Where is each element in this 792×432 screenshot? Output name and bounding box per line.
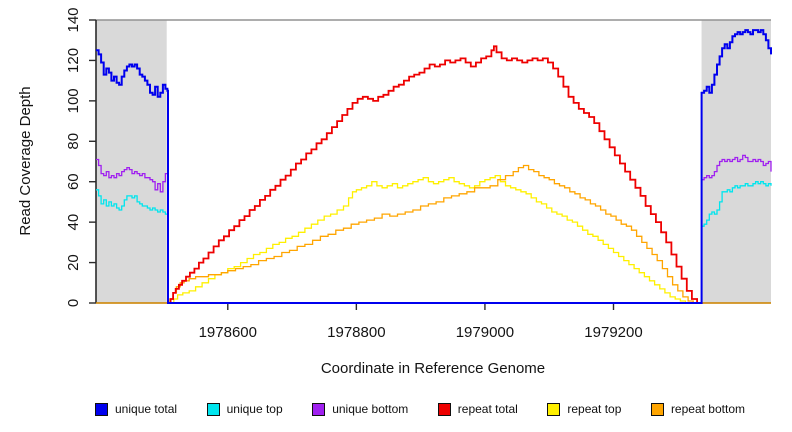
- legend-swatch-icon: [547, 402, 561, 416]
- coverage-chart-svg: 0 20 40 60 80 100 120 140 1978600 1978800 1979000 1…: [17, 7, 772, 377]
- y-axis-title: Read Coverage Depth: [17, 86, 34, 235]
- y-tick-label: 140: [65, 7, 82, 32]
- legend-item-repeat-total: repeat total: [437, 402, 518, 416]
- y-tick-label: 60: [65, 173, 82, 190]
- y-tick-label: 80: [65, 133, 82, 150]
- legend-swatch-icon: [650, 402, 664, 416]
- legend-label: unique top: [226, 402, 283, 416]
- legend-swatch-icon: [95, 402, 108, 416]
- x-tick-label: 1979000: [456, 324, 514, 341]
- legend-swatch-icon: [206, 402, 220, 416]
- legend-item-unique-total: unique total: [95, 402, 177, 416]
- legend-item-repeat-top: repeat top: [547, 402, 621, 416]
- x-axis-title: Coordinate in Reference Genome: [321, 360, 545, 377]
- masked-region: [96, 20, 167, 303]
- series-line-repeat-bottom: [96, 164, 771, 304]
- series-line-repeat-top: [169, 174, 687, 304]
- series-line-unique-bottom: [96, 154, 772, 304]
- legend-label: unique bottom: [332, 402, 409, 416]
- series-line-repeat-total: [168, 45, 698, 304]
- y-tick-label: 20: [65, 254, 82, 271]
- legend-item-repeat-bottom: repeat bottom: [650, 402, 745, 416]
- legend-swatch-icon: [312, 402, 326, 416]
- y-tick-label: 40: [65, 214, 82, 231]
- y-tick-label: 0: [65, 299, 82, 307]
- series-line-unique-total: [96, 29, 772, 304]
- x-tick-label: 1979200: [584, 324, 642, 341]
- legend-label: unique total: [115, 402, 178, 416]
- legend-label: repeat total: [457, 402, 518, 416]
- legend-item-unique-bottom: unique bottom: [312, 402, 408, 416]
- x-tick-label: 1978800: [327, 324, 385, 341]
- y-tick-label: 100: [65, 88, 82, 113]
- chart-legend: unique total unique top unique bottom repea…: [95, 399, 745, 419]
- y-tick-label: 120: [65, 48, 82, 73]
- axes-layer: 0 20 40 60 80 100 120 140 1978600 1978800 1979000 1…: [65, 7, 771, 341]
- x-tick-label: 1978600: [199, 324, 257, 341]
- legend-item-unique-top: unique top: [206, 402, 283, 416]
- legend-swatch-icon: [437, 402, 451, 416]
- plot-background-layer: [96, 20, 771, 303]
- series-layer: [96, 29, 772, 304]
- masked-region: [701, 20, 771, 303]
- legend-label: repeat top: [567, 402, 622, 416]
- legend-label: repeat bottom: [670, 402, 745, 416]
